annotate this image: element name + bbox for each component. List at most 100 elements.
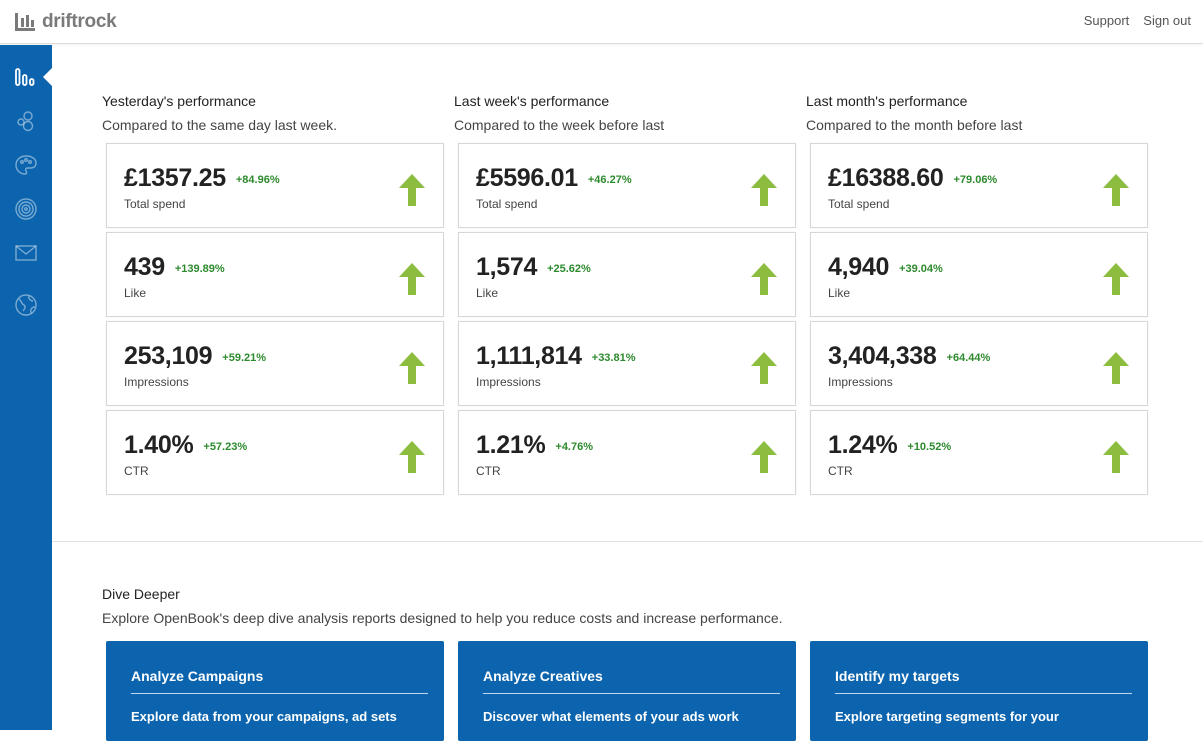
brand-logo[interactable]: driftrock (14, 10, 117, 34)
mail-icon (15, 245, 37, 261)
arrow-up-icon (751, 174, 777, 206)
period-title: Last week's performance (454, 93, 610, 109)
metric-label: Total spend (476, 197, 538, 211)
brand-name: driftrock (42, 11, 117, 32)
metric-change: +57.23% (203, 441, 248, 453)
metric-change: +4.76% (555, 441, 594, 453)
metric-label: Like (124, 286, 147, 300)
metric-value-wrap: 3,404,338 +64.44% (828, 342, 990, 371)
arrow-up-icon (751, 352, 777, 384)
sidebar-item-targeting[interactable] (0, 189, 52, 229)
sidebar (0, 45, 52, 730)
top-bar: driftrock Support Sign out (0, 0, 1203, 44)
arrow-up-icon (399, 263, 425, 295)
target-icon (15, 198, 37, 220)
arrow-up-icon (751, 263, 777, 295)
metric-label: Impressions (828, 375, 893, 389)
metric-change: +64.44% (946, 352, 991, 364)
metric-change: +39.04% (899, 263, 943, 275)
metric-label: CTR (476, 464, 501, 478)
period-title: Last month's performance (806, 93, 968, 109)
metric-card-total-spend[interactable]: £5596.01 +46.27% Total spend (458, 143, 796, 228)
arrow-up-icon (1103, 263, 1129, 295)
metric-label: Like (476, 286, 499, 300)
metric-card-like[interactable]: 4,940 +39.04% Like (810, 232, 1148, 317)
sidebar-item-audience[interactable] (0, 101, 52, 141)
arrow-up-icon (1103, 174, 1129, 206)
arrow-up-icon (399, 441, 425, 473)
metric-label: Like (828, 286, 851, 300)
tile-title: Analyze Campaigns (131, 668, 264, 684)
analyze-campaigns-tile[interactable]: Analyze Campaigns Explore data from your… (106, 641, 444, 741)
metric-card-impressions[interactable]: 253,109 +59.21% Impressions (106, 321, 444, 406)
tile-title: Identify my targets (835, 668, 960, 684)
metric-value-wrap: 1.24% +10.52% (828, 431, 951, 460)
dive-deeper-subtitle: Explore OpenBook's deep dive analysis re… (102, 610, 783, 626)
metric-card-total-spend[interactable]: £16388.60 +79.06% Total spend (810, 143, 1148, 228)
brand-bars-icon (15, 13, 35, 31)
metric-card-like[interactable]: 439 +139.89% Like (106, 232, 444, 317)
metric-value-wrap: £16388.60 +79.06% (828, 164, 997, 193)
metric-card-impressions[interactable]: 3,404,338 +64.44% Impressions (810, 321, 1148, 406)
metric-label: Impressions (124, 375, 189, 389)
metric-card-like[interactable]: 1,574 +25.62% Like (458, 232, 796, 317)
metric-change: +139.89% (174, 263, 225, 275)
sidebar-item-global[interactable] (0, 285, 52, 325)
metric-card-total-spend[interactable]: £1357.25 +84.96% Total spend (106, 143, 444, 228)
people-icon (17, 111, 34, 132)
main-content: Yesterday's performance Compared to the … (52, 45, 1203, 741)
metric-label: CTR (828, 464, 853, 478)
tile-description: Explore targeting segments for your (835, 709, 1059, 724)
metric-value: 253,109 (124, 342, 213, 370)
metric-value: 1.40% (124, 431, 194, 459)
tile-divider (483, 693, 780, 694)
metric-value: £16388.60 (828, 164, 944, 192)
analyze-creatives-tile[interactable]: Analyze Creatives Discover what elements… (458, 641, 796, 741)
metric-value-wrap: 253,109 +59.21% (124, 342, 266, 371)
sidebar-item-messages[interactable] (0, 233, 52, 273)
sign-out-link[interactable]: Sign out (1143, 13, 1191, 28)
metric-value: 1.24% (828, 431, 898, 459)
metric-change: +59.21% (222, 352, 267, 364)
section-divider (52, 541, 1203, 542)
metric-value-wrap: 4,940 +39.04% (828, 253, 943, 282)
metric-change: +46.27% (587, 174, 632, 186)
arrow-up-icon (1103, 352, 1129, 384)
metric-value: 3,404,338 (828, 342, 937, 370)
header-links: Support Sign out (1084, 13, 1191, 28)
metric-change: +79.06% (953, 174, 998, 186)
identify-targets-tile[interactable]: Identify my targets Explore targeting se… (810, 641, 1148, 741)
period-subtitle: Compared to the week before last (454, 117, 665, 133)
metric-change: +25.62% (547, 263, 591, 275)
support-link[interactable]: Support (1083, 13, 1130, 28)
metric-value-wrap: 1.40% +57.23% (124, 431, 247, 460)
arrow-up-icon (751, 441, 777, 473)
tile-description: Discover what elements of your ads work (483, 709, 739, 724)
metric-card-ctr[interactable]: 1.21% +4.76% CTR (458, 410, 796, 495)
active-indicator (43, 68, 52, 86)
globe-icon (15, 294, 37, 316)
arrow-up-icon (399, 174, 425, 206)
metric-label: Total spend (828, 197, 890, 211)
period-subtitle: Compared to the month before last (806, 117, 1023, 133)
metric-card-impressions[interactable]: 1,111,814 +33.81% Impressions (458, 321, 796, 406)
metric-card-ctr[interactable]: 1.40% +57.23% CTR (106, 410, 444, 495)
metric-value: £1357.25 (124, 164, 226, 192)
metric-label: Impressions (476, 375, 541, 389)
metric-value-wrap: 439 +139.89% (124, 253, 225, 282)
metric-value-wrap: 1,574 +25.62% (476, 253, 591, 282)
dive-deeper-title: Dive Deeper (102, 586, 180, 602)
period-header-last-week: Last week's performance Compared to the … (454, 93, 664, 133)
sidebar-item-performance[interactable] (0, 57, 52, 97)
period-header-yesterday: Yesterday's performance Compared to the … (102, 93, 337, 133)
metric-card-ctr[interactable]: 1.24% +10.52% CTR (810, 410, 1148, 495)
period-title: Yesterday's performance (102, 93, 256, 109)
metric-value: 4,940 (828, 253, 890, 281)
metric-change: +84.96% (235, 174, 280, 186)
sidebar-item-creatives[interactable] (0, 145, 52, 185)
metric-value: £5596.01 (476, 164, 578, 192)
period-subtitle: Compared to the same day last week. (102, 117, 338, 133)
metric-value-wrap: £1357.25 +84.96% (124, 164, 280, 193)
bar-chart-icon (15, 68, 35, 86)
metric-change: +10.52% (907, 441, 952, 453)
